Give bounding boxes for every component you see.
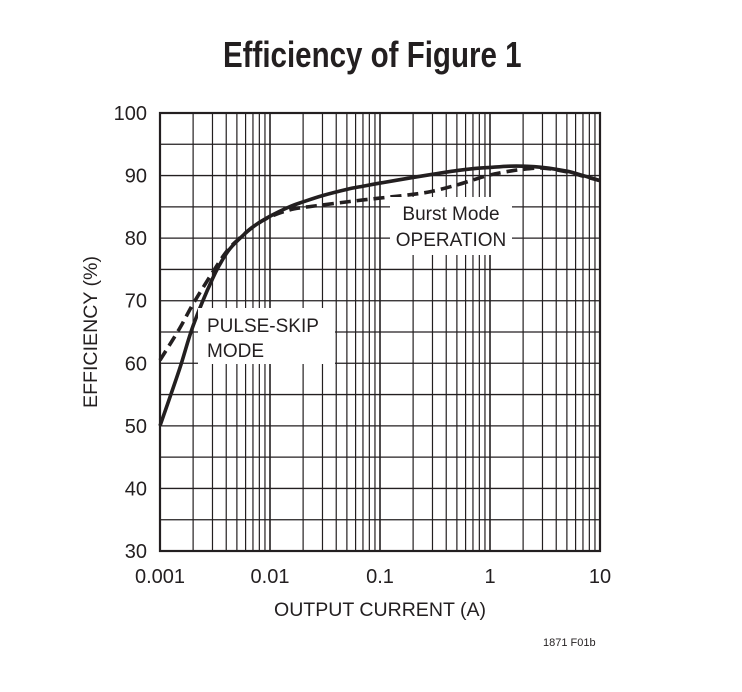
y-tick-label: 50 [125,416,147,438]
y-tick-label: 70 [125,291,147,313]
y-tick-label: 60 [125,353,147,375]
x-tick-label: 0.001 [135,566,185,588]
x-tick-label: 0.1 [366,566,394,588]
y-tick-label: 100 [114,103,147,125]
y-tick-labels: 30 40 50 60 70 80 90 100 [114,103,147,563]
burst-mode-curve [158,166,601,362]
y-tick-label: 90 [125,166,147,188]
y-tick-label: 80 [125,228,147,250]
x-tick-label: 10 [589,566,611,588]
annotations: PULSE-SKIP MODE Burst Mode OPERATION [198,197,512,364]
x-axis-label: OUTPUT CURRENT (A) [274,600,486,621]
plot-frame [158,111,602,553]
burst-mode-label-line: Burst Mode [402,204,499,225]
y-tick-label: 40 [125,478,147,500]
data-series [158,164,601,427]
x-tick-labels: 0.001 0.01 0.1 1 10 [135,566,611,588]
chart-title: Efficiency of Figure 1 [222,34,522,75]
burst-mode-label-line: OPERATION [396,230,507,251]
pulse-skip-label-line: MODE [207,341,264,362]
pulse-skip-label-line: PULSE-SKIP [207,316,319,337]
x-tick-label: 0.01 [251,566,290,588]
x-tick-label: 1 [484,566,495,588]
y-axis-label: EFFICIENCY (%) [81,256,102,408]
y-tick-label: 30 [125,541,147,563]
figure-id: 1871 F01b [543,637,596,649]
